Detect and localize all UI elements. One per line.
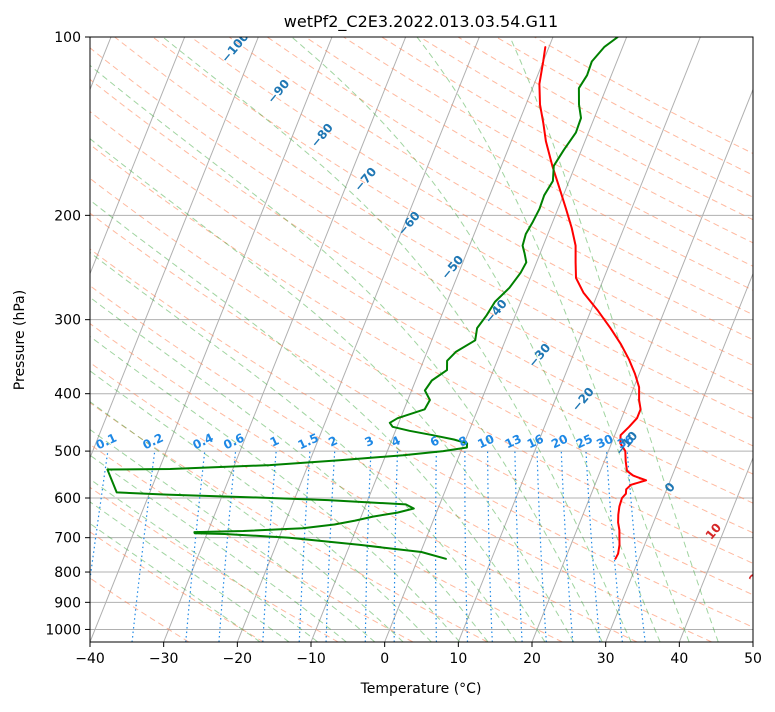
x-tick-label: −10 [296,651,326,667]
x-tick-label: 20 [523,651,541,667]
y-tick-label: 800 [54,565,81,581]
x-tick-label: 50 [744,651,762,667]
chart-title: wetPf2_C2E3.2022.013.03.54.G11 [284,12,558,32]
x-tick-label: 40 [670,651,688,667]
x-tick-label: −20 [223,651,253,667]
y-tick-label: 200 [54,208,81,224]
y-tick-label: 300 [54,313,81,329]
y-tick-label: 700 [54,531,81,547]
y-tick-label: 400 [54,387,81,403]
y-tick-label: 100 [54,30,81,46]
x-tick-label: −30 [149,651,179,667]
x-tick-label: 10 [449,651,467,667]
x-tick-label: 30 [597,651,615,667]
y-tick-label: 900 [54,595,81,611]
y-tick-label: 600 [54,491,81,507]
y-tick-label: 1000 [45,622,81,638]
x-tick-label: −40 [75,651,105,667]
y-axis-label: Pressure (hPa) [12,290,28,390]
x-tick-label: 0 [380,651,389,667]
x-axis-label: Temperature (°C) [360,681,482,697]
y-tick-label: 500 [54,444,81,460]
